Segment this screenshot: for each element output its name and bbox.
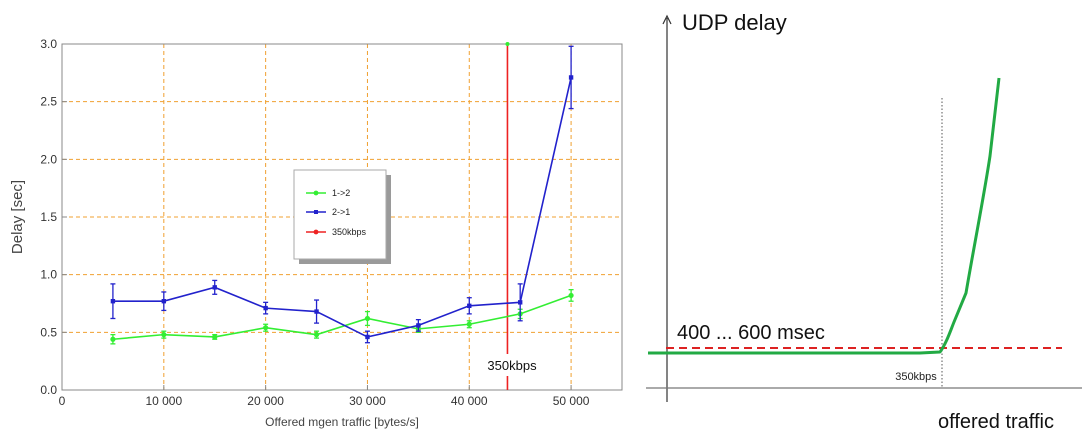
data-point-1-9 (568, 75, 574, 80)
legend-label-2: 2->1 (332, 207, 350, 217)
data-point-0-2 (212, 334, 218, 340)
series-group (110, 45, 574, 345)
x-ticks: 0 10 000 20 000 30 000 40 000 50 000 (59, 385, 590, 408)
legend-marker-3 (313, 229, 319, 235)
data-point-1-5 (365, 334, 370, 340)
schematic-y-label: UDP delay (682, 10, 787, 35)
data-point-0-9 (568, 292, 574, 299)
schematic-axes (646, 14, 1082, 402)
data-point-0-7 (466, 321, 472, 327)
data-point-1-0 (110, 298, 116, 304)
y-axis-title: Delay [sec] (9, 180, 26, 254)
y-tick-label-2: 1.0 (40, 268, 57, 282)
vline-label-bg (473, 354, 551, 376)
legend-label-3: 350kbps (332, 227, 367, 237)
data-point-0-1 (161, 332, 167, 338)
y-tick-label-4: 2.0 (40, 152, 57, 166)
data-point-1-1 (161, 298, 167, 304)
delay-range-annotation: 400 ... 600 msec (677, 322, 825, 344)
data-point-1-7 (467, 303, 472, 309)
y-tick-label-1: 0.5 (40, 325, 57, 339)
vline-group (505, 42, 510, 390)
legend: 1->2 2->1 350kbps (293, 169, 391, 264)
schematic-y-arrow (662, 14, 672, 25)
x-tick-label-3: 30 000 (349, 394, 386, 408)
data-point-0-3 (263, 325, 269, 331)
threshold-label: 350kbps (895, 371, 937, 383)
data-point-1-4 (314, 309, 319, 314)
data-point-1-6 (416, 323, 421, 328)
legend-marker-1 (313, 190, 319, 196)
legend-marker-2 (314, 210, 318, 214)
legend-box (293, 169, 387, 260)
data-point-0-4 (313, 332, 320, 338)
x-tick-label-5: 50 000 (553, 394, 590, 408)
data-point-1-3 (263, 305, 268, 311)
y-tick-label-6: 3.0 (40, 37, 57, 51)
x-axis-title: Offered mgen traffic [bytes/s] (265, 415, 419, 429)
schematic-x-label: offered traffic (938, 411, 1054, 432)
y-tick-label-0: 0.0 (40, 383, 57, 397)
series-line-0 (112, 294, 572, 341)
y-tick-label-5: 2.5 (40, 95, 57, 109)
vline-label: 350kbps (487, 358, 537, 373)
y-ticks: 0.0 0.5 1.0 1.5 2.0 2.5 3.0 (40, 37, 67, 397)
schematic-delay-curve (648, 77, 1001, 355)
x-tick-label-0: 0 (59, 394, 66, 408)
data-point-0-5 (364, 315, 371, 322)
x-tick-label-2: 20 000 (247, 394, 284, 408)
y-tick-label-3: 1.5 (40, 210, 57, 224)
legend-label-1: 1->2 (332, 188, 350, 198)
data-point-0-0 (110, 336, 116, 342)
left-chart: 0 10 000 20 000 30 000 40 000 50 000 0.0 0.5 1.… (9, 37, 623, 429)
data-point-1-2 (212, 285, 217, 290)
data-point-1-8 (517, 300, 523, 305)
vline-top-marker (505, 42, 510, 46)
x-tick-label-4: 40 000 (451, 394, 488, 408)
x-tick-label-1: 10 000 (145, 394, 182, 408)
series-line-1 (112, 77, 572, 338)
